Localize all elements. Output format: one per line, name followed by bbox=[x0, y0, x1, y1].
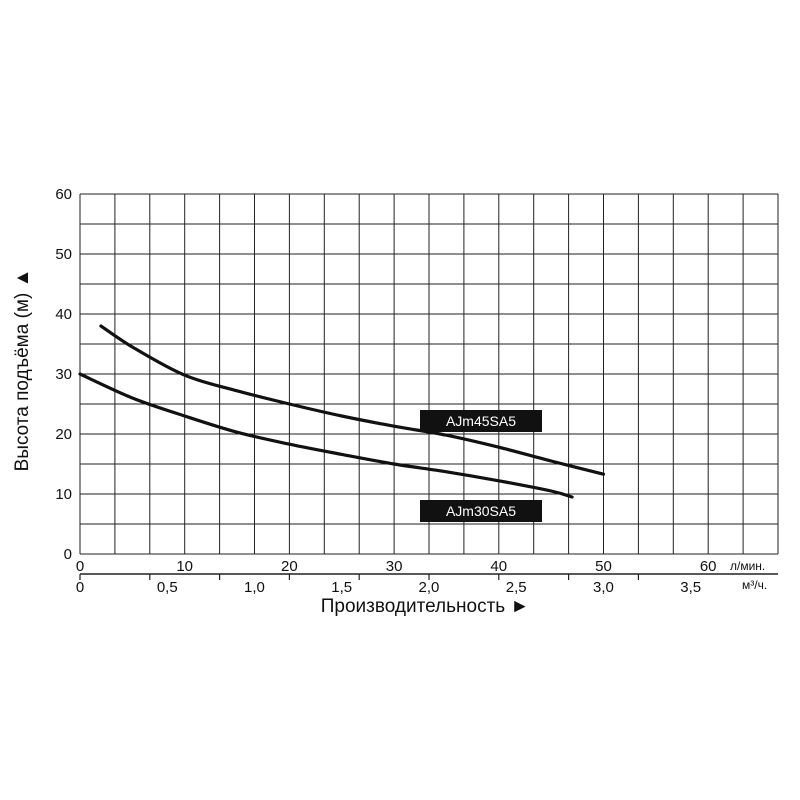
series-line-ajm30sa5 bbox=[78, 372, 574, 499]
grid bbox=[79, 193, 779, 580]
tick-labels: 0 10 20 30 40 50 60 0 10 20 30 40 50 60 0 0,5 1,0 1,5 2,0 2… bbox=[55, 186, 716, 596]
y-tick-label: 60 bbox=[55, 186, 72, 203]
x-tick-label-secondary: 2,5 bbox=[506, 579, 527, 596]
y-axis-title: Высота подъёма (м) ▲ bbox=[12, 269, 33, 472]
y-tick-label: 20 bbox=[55, 426, 72, 443]
y-tick-label: 30 bbox=[55, 366, 72, 383]
x-tick-label-primary: 20 bbox=[281, 558, 298, 575]
x-axis-title: Производительность ► bbox=[321, 596, 530, 617]
x-tick-label-primary: 10 bbox=[176, 558, 193, 575]
y-tick-label: 0 bbox=[64, 546, 72, 563]
series-label-ajm45sa5-text: AJm45SA5 bbox=[446, 413, 516, 429]
y-tick-label: 50 bbox=[55, 246, 72, 263]
x-tick-label-secondary: 0,5 bbox=[157, 579, 178, 596]
x-tick-label-secondary: 2,0 bbox=[419, 579, 440, 596]
x-tick-label-secondary: 3,0 bbox=[593, 579, 614, 596]
series-lines bbox=[78, 324, 606, 499]
x-tick-label-primary: 40 bbox=[490, 558, 507, 575]
x-tick-label-secondary: 0 bbox=[76, 579, 84, 596]
x-tick-label-primary: 60 bbox=[700, 558, 717, 575]
series-label-ajm45sa5: AJm45SA5 bbox=[420, 410, 542, 432]
series-label-ajm30sa5-text: AJm30SA5 bbox=[446, 503, 516, 519]
x-tick-label-secondary: 1,5 bbox=[331, 579, 352, 596]
x-tick-label-primary: 0 bbox=[76, 558, 84, 575]
y-tick-label: 10 bbox=[55, 486, 72, 503]
x-unit-secondary: м³/ч. bbox=[742, 578, 767, 592]
x-tick-label-secondary: 1,0 bbox=[244, 579, 265, 596]
x-tick-label-secondary: 3,5 bbox=[680, 579, 701, 596]
series-label-ajm30sa5: AJm30SA5 bbox=[420, 500, 542, 522]
x-tick-label-primary: 50 bbox=[595, 558, 612, 575]
series-label-ajm30sa5-bg bbox=[420, 500, 542, 522]
y-tick-label: 40 bbox=[55, 306, 72, 323]
series-line-ajm45sa5 bbox=[99, 324, 606, 476]
x-unit-primary: л/мин. bbox=[730, 559, 765, 573]
x-tick-label-primary: 30 bbox=[386, 558, 403, 575]
series-label-ajm45sa5-bg bbox=[420, 410, 542, 432]
